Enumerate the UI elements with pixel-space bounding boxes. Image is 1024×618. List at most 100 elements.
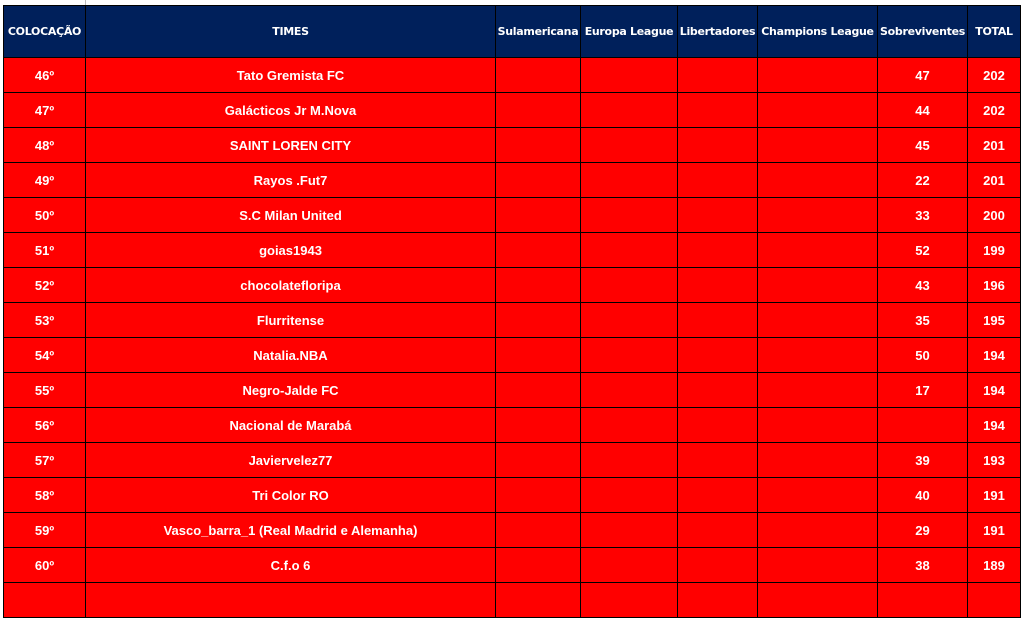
header-libertadores[interactable]: Libertadores (677, 5, 758, 58)
team-cell[interactable]: Flurritense (85, 302, 496, 338)
team-cell[interactable]: SAINT LOREN CITY (85, 127, 496, 163)
champions-league-cell[interactable] (757, 337, 878, 373)
team-cell[interactable]: Vasco_barra_1 (Real Madrid e Alemanha) (85, 512, 496, 548)
position-cell[interactable]: 60º (3, 547, 86, 583)
europa-league-cell[interactable] (580, 57, 678, 93)
libertadores-cell[interactable] (677, 232, 758, 268)
total-cell[interactable]: 201 (967, 127, 1021, 163)
team-cell[interactable]: goias1943 (85, 232, 496, 268)
europa-league-cell[interactable] (580, 302, 678, 338)
total-cell[interactable]: 202 (967, 92, 1021, 128)
europa-league-cell[interactable] (580, 512, 678, 548)
total-cell[interactable]: 199 (967, 232, 1021, 268)
sobreviventes-cell[interactable]: 44 (877, 92, 968, 128)
champions-league-cell[interactable] (757, 372, 878, 408)
header-sobreviventes[interactable]: Sobreviventes (877, 5, 968, 58)
total-cell[interactable]: 191 (967, 512, 1021, 548)
sobreviventes-cell[interactable]: 45 (877, 127, 968, 163)
sobreviventes-cell[interactable]: 40 (877, 477, 968, 513)
total-cell[interactable]: 193 (967, 442, 1021, 478)
team-cell[interactable]: C.f.o 6 (85, 547, 496, 583)
europa-league-cell[interactable] (580, 372, 678, 408)
position-cell[interactable]: 58º (3, 477, 86, 513)
position-cell[interactable]: 52º (3, 267, 86, 303)
sobreviventes-cell[interactable]: 22 (877, 162, 968, 198)
sulamericana-cell[interactable] (495, 442, 581, 478)
sulamericana-cell[interactable] (495, 337, 581, 373)
champions-league-cell[interactable] (757, 267, 878, 303)
team-cell[interactable]: Natalia.NBA (85, 337, 496, 373)
position-cell[interactable]: 51º (3, 232, 86, 268)
libertadores-cell[interactable] (677, 407, 758, 443)
europa-league-cell[interactable] (580, 197, 678, 233)
sulamericana-cell[interactable] (495, 162, 581, 198)
champions-league-cell[interactable] (757, 162, 878, 198)
sulamericana-cell[interactable] (495, 267, 581, 303)
position-cell[interactable]: 59º (3, 512, 86, 548)
sulamericana-cell[interactable] (495, 582, 581, 618)
sobreviventes-cell[interactable] (877, 407, 968, 443)
total-cell[interactable] (967, 582, 1021, 618)
champions-league-cell[interactable] (757, 57, 878, 93)
champions-league-cell[interactable] (757, 232, 878, 268)
sobreviventes-cell[interactable]: 43 (877, 267, 968, 303)
sulamericana-cell[interactable] (495, 232, 581, 268)
europa-league-cell[interactable] (580, 407, 678, 443)
sulamericana-cell[interactable] (495, 547, 581, 583)
team-cell[interactable]: Javiervelez77 (85, 442, 496, 478)
total-cell[interactable]: 189 (967, 547, 1021, 583)
sobreviventes-cell[interactable]: 52 (877, 232, 968, 268)
sulamericana-cell[interactable] (495, 302, 581, 338)
champions-league-cell[interactable] (757, 92, 878, 128)
total-cell[interactable]: 191 (967, 477, 1021, 513)
position-cell[interactable]: 48º (3, 127, 86, 163)
europa-league-cell[interactable] (580, 127, 678, 163)
europa-league-cell[interactable] (580, 267, 678, 303)
sobreviventes-cell[interactable]: 39 (877, 442, 968, 478)
position-cell[interactable]: 54º (3, 337, 86, 373)
total-cell[interactable]: 194 (967, 372, 1021, 408)
champions-league-cell[interactable] (757, 477, 878, 513)
libertadores-cell[interactable] (677, 372, 758, 408)
libertadores-cell[interactable] (677, 92, 758, 128)
champions-league-cell[interactable] (757, 407, 878, 443)
team-cell[interactable]: S.C Milan United (85, 197, 496, 233)
total-cell[interactable]: 200 (967, 197, 1021, 233)
sobreviventes-cell[interactable]: 33 (877, 197, 968, 233)
sobreviventes-cell[interactable]: 47 (877, 57, 968, 93)
libertadores-cell[interactable] (677, 197, 758, 233)
position-cell[interactable]: 47º (3, 92, 86, 128)
europa-league-cell[interactable] (580, 442, 678, 478)
sulamericana-cell[interactable] (495, 127, 581, 163)
europa-league-cell[interactable] (580, 162, 678, 198)
libertadores-cell[interactable] (677, 512, 758, 548)
sobreviventes-cell[interactable] (877, 582, 968, 618)
header-colocacao[interactable]: COLOCAÇÃO (3, 5, 86, 58)
sobreviventes-cell[interactable]: 29 (877, 512, 968, 548)
libertadores-cell[interactable] (677, 267, 758, 303)
header-champions-league[interactable]: Champions League (757, 5, 878, 58)
champions-league-cell[interactable] (757, 547, 878, 583)
libertadores-cell[interactable] (677, 442, 758, 478)
total-cell[interactable]: 201 (967, 162, 1021, 198)
position-cell[interactable]: 49º (3, 162, 86, 198)
sobreviventes-cell[interactable]: 17 (877, 372, 968, 408)
position-cell[interactable]: 56º (3, 407, 86, 443)
team-cell[interactable]: Tato Gremista FC (85, 57, 496, 93)
libertadores-cell[interactable] (677, 477, 758, 513)
position-cell[interactable]: 55º (3, 372, 86, 408)
position-cell[interactable]: 50º (3, 197, 86, 233)
sobreviventes-cell[interactable]: 35 (877, 302, 968, 338)
sulamericana-cell[interactable] (495, 407, 581, 443)
total-cell[interactable]: 194 (967, 407, 1021, 443)
europa-league-cell[interactable] (580, 547, 678, 583)
libertadores-cell[interactable] (677, 127, 758, 163)
header-europa-league[interactable]: Europa League (580, 5, 678, 58)
sulamericana-cell[interactable] (495, 57, 581, 93)
header-sulamericana[interactable]: Sulamericana (495, 5, 581, 58)
libertadores-cell[interactable] (677, 57, 758, 93)
libertadores-cell[interactable] (677, 302, 758, 338)
total-cell[interactable]: 194 (967, 337, 1021, 373)
sobreviventes-cell[interactable]: 50 (877, 337, 968, 373)
champions-league-cell[interactable] (757, 582, 878, 618)
